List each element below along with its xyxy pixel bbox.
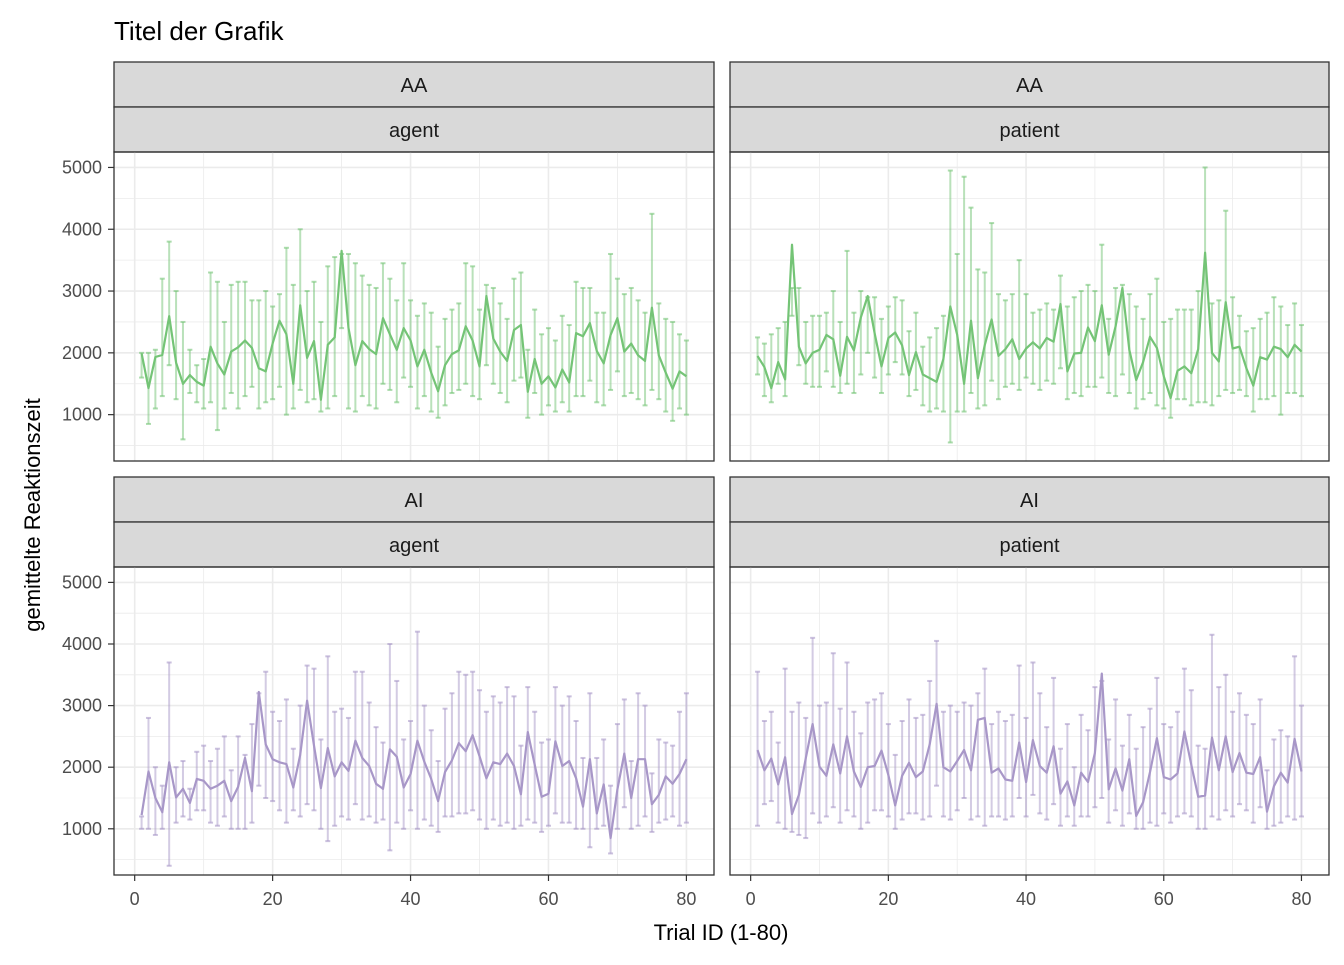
facet-strip-label: AI bbox=[1020, 490, 1039, 512]
x-tick-label: 0 bbox=[746, 889, 756, 909]
facet-strip-label: patient bbox=[999, 120, 1059, 142]
facet-strip bbox=[113, 476, 715, 523]
series-line-AA-agent bbox=[140, 249, 688, 401]
facet-strip bbox=[729, 61, 1330, 108]
x-tick-label: 20 bbox=[878, 889, 898, 909]
series-line-AA-patient bbox=[756, 243, 1303, 400]
x-tick-label: 80 bbox=[676, 889, 696, 909]
facet-strip-label: agent bbox=[389, 535, 439, 557]
y-tick-label: 4000 bbox=[62, 219, 102, 239]
panel-border bbox=[113, 151, 715, 462]
series-line-AI-agent bbox=[140, 690, 688, 840]
y-tick-label: 5000 bbox=[62, 157, 102, 177]
panel-border bbox=[729, 151, 1330, 462]
series-line-AI-patient bbox=[756, 672, 1303, 818]
y-tick-label: 3000 bbox=[62, 696, 102, 716]
y-axis-label: gemittelte Reaktionszeit bbox=[20, 398, 45, 632]
y-tick-label: 2000 bbox=[62, 757, 102, 777]
facet-strip bbox=[113, 61, 715, 108]
panel-1: AA agent 1000 2000 3000 4000 5000 bbox=[62, 61, 715, 462]
facet-strip bbox=[113, 521, 715, 568]
y-tick-label: 1000 bbox=[62, 405, 102, 425]
facet-strip bbox=[729, 106, 1330, 153]
x-tick-label: 0 bbox=[130, 889, 140, 909]
facet-strip-label: AA bbox=[1016, 75, 1043, 97]
y-tick-label: 1000 bbox=[62, 819, 102, 839]
x-tick-label: 60 bbox=[1154, 889, 1174, 909]
y-tick-label: 3000 bbox=[62, 281, 102, 301]
y-tick-label: 4000 bbox=[62, 634, 102, 654]
x-tick-label: 80 bbox=[1291, 889, 1311, 909]
y-tick-label: 5000 bbox=[62, 572, 102, 592]
x-tick-label: 60 bbox=[538, 889, 558, 909]
facet-strip bbox=[729, 521, 1330, 568]
panel-2: AA patient bbox=[729, 61, 1330, 462]
chart-title: Titel der Grafik bbox=[114, 16, 285, 46]
facet-strip-label: agent bbox=[389, 120, 439, 142]
panels: AAagent10002000300040005000AApatientAIag… bbox=[62, 61, 1330, 909]
facet-strip-label: patient bbox=[999, 535, 1059, 557]
x-axis-label: Trial ID (1-80) bbox=[654, 920, 789, 945]
y-tick-label: 2000 bbox=[62, 343, 102, 363]
x-tick-label: 20 bbox=[263, 889, 283, 909]
facet-strip bbox=[113, 106, 715, 153]
x-tick-label: 40 bbox=[1016, 889, 1036, 909]
panel-border bbox=[113, 566, 715, 876]
panel-3: AI agent 1000 2000 3000 4000 5000 0 20 40 60 80 bbox=[62, 476, 715, 909]
panel-border bbox=[729, 566, 1330, 876]
panel-4: AI patient 0 20 40 60 80 bbox=[729, 476, 1330, 909]
x-tick-label: 40 bbox=[401, 889, 421, 909]
facet-strip-label: AA bbox=[401, 75, 428, 97]
facet-strip-label: AI bbox=[405, 490, 424, 512]
